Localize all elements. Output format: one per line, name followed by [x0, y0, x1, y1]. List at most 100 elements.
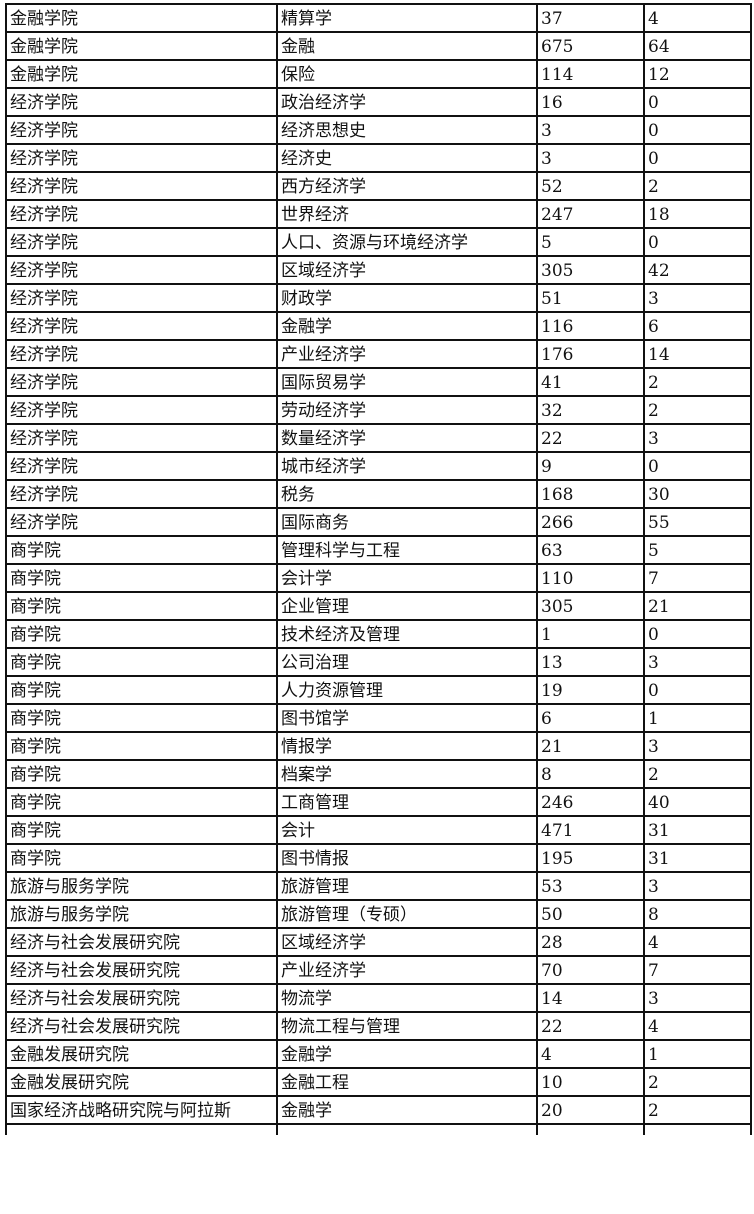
count-cell: 50: [536, 899, 645, 929]
admitted-cell: 64: [643, 31, 752, 61]
table-row: 商学院 技术经济及管理 1 0: [5, 619, 752, 649]
college-cell: 旅游与服务学院: [5, 899, 278, 929]
college-cell: 商学院: [5, 647, 278, 677]
table-row: 经济学院 产业经济学 176 14: [5, 339, 752, 369]
college-cell: 经济学院: [5, 143, 278, 173]
admitted-cell: 4: [643, 1011, 752, 1041]
college-cell: 国家经济战略研究院与阿拉斯: [5, 1095, 278, 1125]
college-cell: 商学院: [5, 759, 278, 789]
empty-cell: [536, 1123, 645, 1135]
count-cell: 1: [536, 619, 645, 649]
admitted-cell: 55: [643, 507, 752, 537]
count-cell: 168: [536, 479, 645, 509]
college-cell: 金融发展研究院: [5, 1067, 278, 1097]
admitted-cell: 0: [643, 619, 752, 649]
admitted-cell: 0: [643, 227, 752, 257]
count-cell: 266: [536, 507, 645, 537]
table-row: 经济与社会发展研究院 物流工程与管理 22 4: [5, 1011, 752, 1041]
major-cell: 公司治理: [276, 647, 538, 677]
count-cell: 116: [536, 311, 645, 341]
table-row: 金融学院 金融 675 64: [5, 31, 752, 61]
count-cell: 246: [536, 787, 645, 817]
table-row: 经济与社会发展研究院 物流学 14 3: [5, 983, 752, 1013]
college-cell: 经济学院: [5, 171, 278, 201]
count-cell: 28: [536, 927, 645, 957]
admitted-cell: 30: [643, 479, 752, 509]
table-row: 经济学院 财政学 51 3: [5, 283, 752, 313]
count-cell: 10: [536, 1067, 645, 1097]
major-cell: 城市经济学: [276, 451, 538, 481]
table-row-cutoff: [5, 1123, 752, 1135]
count-cell: 20: [536, 1095, 645, 1125]
table-row: 经济学院 人口、资源与环境经济学 5 0: [5, 227, 752, 257]
admitted-cell: 2: [643, 395, 752, 425]
major-cell: 劳动经济学: [276, 395, 538, 425]
major-cell: 国际商务: [276, 507, 538, 537]
table-row: 商学院 图书馆学 6 1: [5, 703, 752, 733]
college-cell: 经济学院: [5, 227, 278, 257]
count-cell: 675: [536, 31, 645, 61]
table-row: 商学院 情报学 21 3: [5, 731, 752, 761]
college-cell: 商学院: [5, 535, 278, 565]
count-cell: 37: [536, 3, 645, 33]
count-cell: 14: [536, 983, 645, 1013]
major-cell: 人口、资源与环境经济学: [276, 227, 538, 257]
count-cell: 176: [536, 339, 645, 369]
college-cell: 商学院: [5, 815, 278, 845]
major-cell: 物流学: [276, 983, 538, 1013]
count-cell: 4: [536, 1039, 645, 1069]
college-cell: 商学院: [5, 591, 278, 621]
table-row: 商学院 人力资源管理 19 0: [5, 675, 752, 705]
college-cell: 经济学院: [5, 507, 278, 537]
count-cell: 32: [536, 395, 645, 425]
college-cell: 商学院: [5, 843, 278, 873]
count-cell: 114: [536, 59, 645, 89]
admitted-cell: 3: [643, 871, 752, 901]
admitted-cell: 1: [643, 1039, 752, 1069]
admitted-cell: 7: [643, 955, 752, 985]
admitted-cell: 3: [643, 423, 752, 453]
major-cell: 财政学: [276, 283, 538, 313]
table-row: 经济学院 西方经济学 52 2: [5, 171, 752, 201]
college-cell: 经济学院: [5, 87, 278, 117]
admitted-cell: 2: [643, 759, 752, 789]
count-cell: 70: [536, 955, 645, 985]
admitted-cell: 4: [643, 927, 752, 957]
admitted-cell: 2: [643, 171, 752, 201]
empty-cell: [643, 1123, 752, 1135]
table-row: 经济学院 世界经济 247 18: [5, 199, 752, 229]
table-row: 经济学院 数量经济学 22 3: [5, 423, 752, 453]
major-cell: 政治经济学: [276, 87, 538, 117]
college-cell: 经济学院: [5, 367, 278, 397]
table-row: 商学院 公司治理 13 3: [5, 647, 752, 677]
major-cell: 技术经济及管理: [276, 619, 538, 649]
college-cell: 经济学院: [5, 339, 278, 369]
college-cell: 经济学院: [5, 395, 278, 425]
major-cell: 档案学: [276, 759, 538, 789]
college-cell: 经济学院: [5, 479, 278, 509]
major-cell: 金融学: [276, 311, 538, 341]
major-cell: 金融学: [276, 1095, 538, 1125]
empty-cell: [276, 1123, 538, 1135]
table-row: 经济学院 国际商务 266 55: [5, 507, 752, 537]
admitted-cell: 42: [643, 255, 752, 285]
table-row: 经济学院 国际贸易学 41 2: [5, 367, 752, 397]
admitted-cell: 0: [643, 143, 752, 173]
major-cell: 图书馆学: [276, 703, 538, 733]
count-cell: 471: [536, 815, 645, 845]
major-cell: 企业管理: [276, 591, 538, 621]
major-cell: 旅游管理: [276, 871, 538, 901]
table-row: 经济学院 政治经济学 16 0: [5, 87, 752, 117]
admitted-cell: 3: [643, 983, 752, 1013]
major-cell: 西方经济学: [276, 171, 538, 201]
data-table: 金融学院 精算学 37 4 金融学院 金融 675 64 金融学院 保险 114 12 经济学院 政治经济…: [5, 3, 752, 1135]
empty-cell: [5, 1123, 278, 1135]
college-cell: 旅游与服务学院: [5, 871, 278, 901]
table-row: 商学院 会计学 110 7: [5, 563, 752, 593]
college-cell: 商学院: [5, 675, 278, 705]
table-row: 经济学院 经济思想史 3 0: [5, 115, 752, 145]
major-cell: 产业经济学: [276, 955, 538, 985]
college-cell: 经济与社会发展研究院: [5, 927, 278, 957]
major-cell: 物流工程与管理: [276, 1011, 538, 1041]
admitted-cell: 2: [643, 1067, 752, 1097]
